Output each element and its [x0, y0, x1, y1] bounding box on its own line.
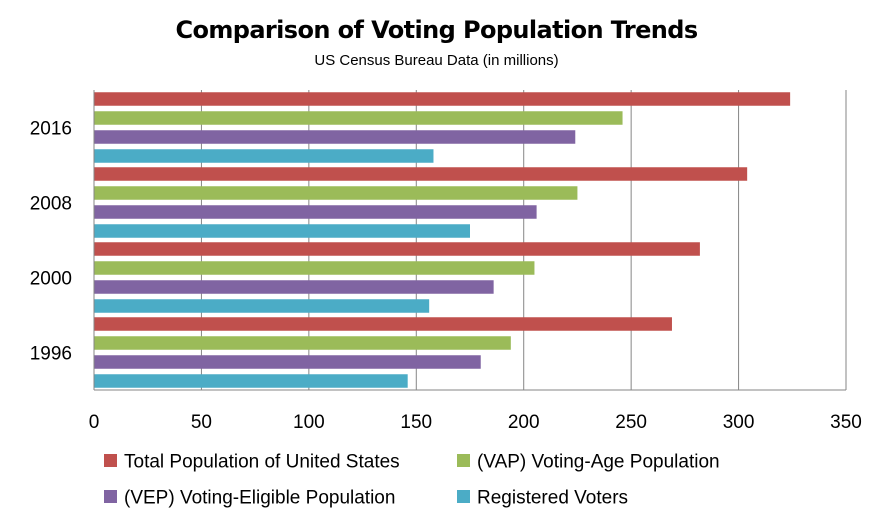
bar — [94, 205, 537, 219]
legend-label: Total Population of United States — [124, 452, 400, 473]
bar — [94, 355, 481, 369]
chart-title: Comparison of Voting Population Trends — [175, 16, 698, 44]
y-tick-label: 2008 — [30, 194, 72, 215]
legend-label: Registered Voters — [477, 488, 628, 509]
x-tick-label: 300 — [723, 412, 755, 433]
bar — [94, 317, 672, 331]
bar — [94, 111, 623, 125]
bar — [94, 149, 434, 163]
y-tick-label: 2000 — [30, 269, 72, 290]
bar — [94, 167, 748, 181]
bar — [94, 280, 494, 294]
legend-swatch — [104, 490, 117, 503]
y-tick-label: 2016 — [30, 119, 72, 140]
bar — [94, 261, 535, 275]
bar — [94, 224, 470, 238]
bar — [94, 374, 408, 388]
bar — [94, 299, 430, 313]
x-tick-label: 0 — [89, 412, 100, 433]
legend-swatch — [457, 490, 470, 503]
legend: Total Population of United States (VAP) V… — [104, 452, 720, 509]
bar — [94, 186, 578, 200]
y-tick-label: 1996 — [30, 344, 72, 365]
x-tick-label: 50 — [191, 412, 212, 433]
x-tick-label: 250 — [615, 412, 647, 433]
legend-label: (VAP) Voting-Age Population — [477, 452, 720, 473]
x-tick-label: 350 — [830, 412, 862, 433]
bar — [94, 130, 576, 144]
bar — [94, 92, 791, 106]
bar — [94, 242, 700, 256]
legend-label: (VEP) Voting-Eligible Population — [124, 488, 395, 509]
x-tick-label: 200 — [508, 412, 540, 433]
x-tick-label: 150 — [400, 412, 432, 433]
bars — [94, 92, 791, 388]
chart-subtitle: US Census Bureau Data (in millions) — [314, 52, 559, 69]
bar — [94, 336, 511, 350]
x-tick-label: 100 — [293, 412, 325, 433]
axes: 0 50 100 150 200 250 300 350 1996 2000 2008 2016 — [30, 90, 862, 433]
legend-swatch — [457, 454, 470, 467]
legend-swatch — [104, 454, 117, 467]
